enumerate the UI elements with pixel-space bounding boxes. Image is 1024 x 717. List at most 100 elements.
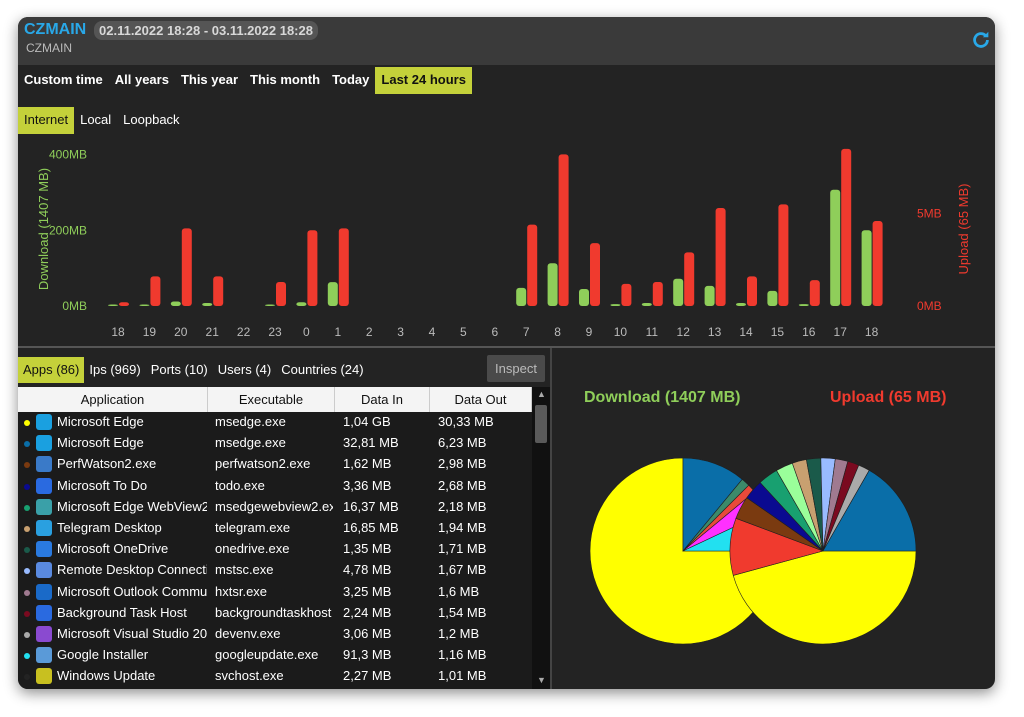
cell-data-in: 4,78 MB: [343, 562, 392, 578]
cell-data-in: 2,27 MB: [343, 668, 392, 684]
checkmark-icon: [36, 477, 52, 494]
cell-executable: msedge.exe: [215, 414, 286, 429]
cell-application: Google Installer: [57, 647, 149, 663]
download-bar: [516, 287, 527, 306]
series-color-dot: [24, 547, 30, 554]
data-tabs: Apps (86) Ips (969) Ports (10) Users (4) Cou…: [18, 357, 369, 383]
table-row[interactable]: Microsoft Edge msedge.exe 32,81 MB 6,23 MB: [18, 433, 532, 454]
installer-icon: [36, 647, 52, 664]
table-header: Application Executable Data In Data Out: [18, 387, 532, 412]
series-color-dot: [24, 653, 30, 660]
table-row[interactable]: Microsoft Visual Studio 20 devenv.exe 3,06…: [18, 624, 532, 645]
download-bar: [767, 290, 778, 306]
scope-tabs: Internet Local Loopback: [18, 107, 186, 134]
table-row[interactable]: Remote Desktop Connecti mstsc.exe 4,78 MB 1…: [18, 560, 532, 581]
table-scrollbar[interactable]: ▲ ▼: [532, 387, 550, 689]
table-row[interactable]: Windows Update svchost.exe 2,27 MB 1,01 MB: [18, 666, 532, 687]
edge-icon: [36, 435, 52, 452]
x-tick-label: 22: [237, 325, 251, 339]
tab-ips-969[interactable]: Ips (969): [89, 362, 141, 377]
tab-loopback[interactable]: Loopback: [123, 112, 180, 127]
cell-data-in: 32,81 MB: [343, 435, 399, 451]
tab-custom-time[interactable]: Custom time: [24, 72, 103, 87]
upload-bar: [150, 276, 161, 306]
table-row[interactable]: PerfWatson2.exe perfwatson2.exe 1,62 MB 2,9…: [18, 454, 532, 475]
left-tick-label: 400MB: [49, 148, 87, 162]
cell-application: Background Task Host: [57, 604, 187, 620]
table-row[interactable]: Microsoft To Do todo.exe 3,36 MB 2,68 MB: [18, 476, 532, 497]
cell-data-in: 91,3 MB: [343, 647, 392, 663]
table-row[interactable]: Telegram Desktop telegram.exe 16,85 MB 1,94…: [18, 518, 532, 539]
table-row[interactable]: Background Task Host backgroundtaskhost 2,…: [18, 603, 532, 624]
tab-apps-86[interactable]: Apps (86): [18, 357, 85, 383]
cell-data-in: 2,24 MB: [343, 604, 392, 620]
upload-bar: [181, 228, 192, 306]
x-tick-label: 20: [174, 325, 188, 339]
remote-desktop-icon: [36, 562, 52, 579]
upload-pie-title: Upload (65 MB): [830, 389, 947, 406]
x-tick-label: 13: [708, 325, 722, 339]
column-header-data-in[interactable]: Data In: [335, 387, 430, 412]
cell-data-out: 1,54 MB: [438, 604, 487, 620]
tab-today[interactable]: Today: [332, 72, 370, 87]
cell-application: Microsoft Outlook Commu: [57, 583, 207, 599]
column-header-executable[interactable]: Executable: [208, 387, 335, 412]
cell-data-out: 1,2 MB: [438, 625, 480, 641]
x-tick-label: 3: [397, 325, 404, 339]
pie-charts: [589, 457, 917, 645]
scroll-up-icon[interactable]: ▲: [537, 389, 546, 399]
cloud-icon: [36, 541, 52, 558]
cell-application: Microsoft Edge WebView2: [57, 498, 207, 514]
cell-data-in: 16,37 MB: [343, 498, 399, 514]
tab-all-years[interactable]: All years: [114, 72, 169, 87]
host-name: CZMAIN: [26, 41, 72, 55]
download-pie-title: Download (1407 MB): [584, 389, 741, 406]
table-row[interactable]: Microsoft OneDrive onedrive.exe 1,35 MB 1,7…: [18, 539, 532, 560]
x-tick-label: 18: [865, 325, 879, 339]
table-row[interactable]: Microsoft Edge WebView2 msedgewebview2.ex…: [18, 497, 532, 518]
scroll-thumb[interactable]: [535, 405, 547, 443]
cell-executable: telegram.exe: [215, 519, 291, 535]
tab-ports-10[interactable]: Ports (10): [150, 362, 208, 377]
x-tick-label: 4: [429, 325, 436, 339]
cell-application: Microsoft Edge: [57, 435, 144, 451]
x-tick-label: 9: [586, 325, 593, 339]
upload-bar: [621, 283, 632, 306]
tab-this-year[interactable]: This year: [180, 72, 239, 87]
table-row[interactable]: Google Installer googleupdate.exe 91,3 MB 1…: [18, 645, 532, 666]
app-window-icon: [36, 456, 52, 473]
scroll-down-icon[interactable]: ▼: [537, 675, 546, 685]
cell-executable: msedgewebview2.ex: [215, 498, 333, 514]
gear-icon: [36, 668, 52, 685]
checkmark-icon: [36, 604, 52, 621]
tab-local[interactable]: Local: [80, 112, 112, 127]
x-tick-label: 7: [523, 325, 530, 339]
inspect-button[interactable]: Inspect: [487, 355, 545, 382]
tab-users-4[interactable]: Users (4): [217, 362, 272, 377]
download-bar: [830, 189, 841, 306]
refresh-icon[interactable]: [970, 29, 992, 51]
table-row[interactable]: Microsoft Edge msedge.exe 1,04 GB 30,33 MB: [18, 412, 532, 433]
right-tick-label: 0MB: [917, 299, 942, 313]
upload-bar: [119, 302, 129, 306]
upload-pie-slice: [822, 469, 917, 552]
period-tabs: Custom time All years This year This month T…: [18, 67, 472, 94]
tab-countries-24[interactable]: Countries (24): [281, 362, 364, 377]
x-tick-label: 14: [739, 325, 753, 339]
tab-this-month[interactable]: This month: [250, 72, 321, 87]
tab-internet[interactable]: Internet: [18, 107, 75, 134]
x-tick-label: 5: [460, 325, 467, 339]
cell-data-out: 2,98 MB: [438, 456, 487, 472]
download-bar: [798, 304, 809, 306]
cell-application: PerfWatson2.exe: [57, 456, 157, 472]
telegram-icon: [36, 519, 52, 536]
series-color-dot: [24, 420, 30, 426]
cell-data-in: 1,04 GB: [343, 414, 391, 429]
table-row[interactable]: Microsoft Outlook Commu hxtsr.exe 3,25 MB 1…: [18, 582, 532, 603]
series-color-dot: [24, 631, 30, 638]
column-header-data-out[interactable]: Data Out: [430, 387, 532, 412]
tab-last-24-hours[interactable]: Last 24 hours: [375, 67, 472, 94]
column-header-application[interactable]: Application: [18, 387, 208, 412]
upload-bar: [338, 228, 349, 306]
download-bar: [579, 288, 589, 306]
